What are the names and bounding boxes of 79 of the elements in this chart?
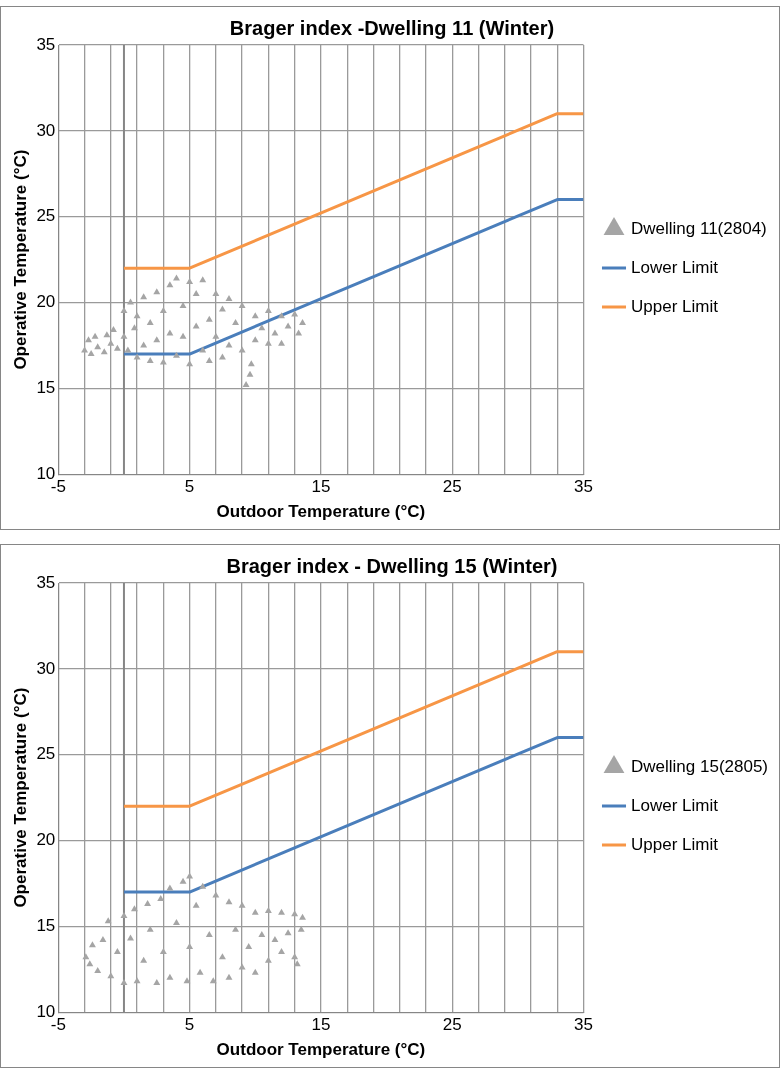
point bbox=[186, 872, 194, 879]
point bbox=[264, 956, 272, 963]
point bbox=[157, 894, 165, 901]
point bbox=[86, 960, 94, 967]
point bbox=[107, 972, 115, 979]
legend-label: Upper Limit bbox=[631, 834, 719, 854]
point bbox=[291, 953, 299, 960]
x-tick-label: 25 bbox=[442, 477, 462, 497]
point bbox=[293, 960, 301, 967]
point bbox=[238, 963, 246, 970]
point bbox=[131, 905, 138, 912]
y-tick-label: 20 bbox=[36, 830, 56, 850]
point bbox=[271, 936, 279, 943]
x-tick-label: 35 bbox=[574, 477, 593, 497]
point bbox=[258, 930, 266, 937]
point bbox=[225, 973, 233, 980]
point bbox=[133, 977, 141, 984]
x-tick-label: 5 bbox=[184, 477, 195, 497]
point bbox=[278, 908, 285, 915]
point bbox=[284, 929, 292, 936]
y-tick-label: 20 bbox=[36, 292, 56, 312]
point bbox=[199, 882, 207, 889]
point bbox=[196, 968, 204, 975]
x-tick-label: 25 bbox=[442, 1015, 462, 1035]
point bbox=[88, 941, 96, 948]
point bbox=[99, 936, 107, 943]
y-tick-label: 30 bbox=[36, 120, 56, 140]
point bbox=[186, 942, 194, 949]
y-tick-label: 10 bbox=[36, 463, 56, 483]
y-tick-label: 35 bbox=[36, 34, 56, 54]
x-tick-label: 35 bbox=[574, 1015, 593, 1035]
point bbox=[245, 942, 253, 949]
point bbox=[278, 948, 285, 955]
point bbox=[140, 956, 148, 963]
point bbox=[166, 884, 174, 891]
point bbox=[146, 925, 154, 932]
point bbox=[120, 912, 128, 919]
y-tick-label: 35 bbox=[36, 572, 56, 592]
point bbox=[251, 908, 259, 915]
legend-label: Dwelling 15(2805) bbox=[631, 756, 769, 776]
y-tick-label: 25 bbox=[36, 206, 56, 226]
chart-title: Brager index - Dwelling 15 (Winter) bbox=[226, 554, 558, 577]
point bbox=[251, 968, 259, 975]
x-tick-label: 15 bbox=[311, 1015, 331, 1035]
point bbox=[209, 977, 217, 984]
point bbox=[173, 918, 180, 925]
y-tick-label: 25 bbox=[36, 744, 56, 764]
x-axis-title: Outdoor Temperature (°C) bbox=[216, 502, 426, 522]
y-tick-label: 30 bbox=[36, 658, 56, 678]
point bbox=[144, 900, 152, 907]
chart-title: Brager index -Dwelling 11 (Winter) bbox=[229, 16, 555, 39]
legend-label: Lower Limit bbox=[631, 795, 719, 815]
point bbox=[218, 953, 226, 960]
point bbox=[232, 925, 240, 932]
y-axis-title: Operative Temperature (°C) bbox=[10, 687, 30, 908]
x-axis-title: Outdoor Temperature (°C) bbox=[216, 1040, 426, 1060]
point bbox=[166, 973, 174, 980]
point bbox=[94, 967, 102, 973]
legend-label: Upper Limit bbox=[631, 296, 719, 316]
y-tick-label: 15 bbox=[36, 378, 56, 398]
legend-label: Dwelling 11(2804) bbox=[631, 218, 767, 238]
point bbox=[192, 901, 200, 908]
x-tick-label: 5 bbox=[184, 1015, 195, 1035]
legend-label: Lower Limit bbox=[631, 257, 719, 277]
point bbox=[104, 917, 112, 924]
point bbox=[205, 930, 213, 937]
y-tick-label: 10 bbox=[36, 1001, 56, 1021]
point bbox=[153, 979, 161, 986]
y-tick-label: 15 bbox=[36, 916, 56, 936]
point bbox=[82, 953, 90, 960]
point bbox=[120, 979, 128, 986]
y-axis-title: Operative Temperature (°C) bbox=[10, 149, 30, 370]
point bbox=[299, 913, 306, 920]
point bbox=[113, 948, 121, 955]
point bbox=[179, 877, 187, 884]
point bbox=[159, 948, 167, 955]
point bbox=[297, 925, 305, 932]
point bbox=[238, 901, 246, 908]
x-tick-label: 15 bbox=[311, 477, 331, 497]
